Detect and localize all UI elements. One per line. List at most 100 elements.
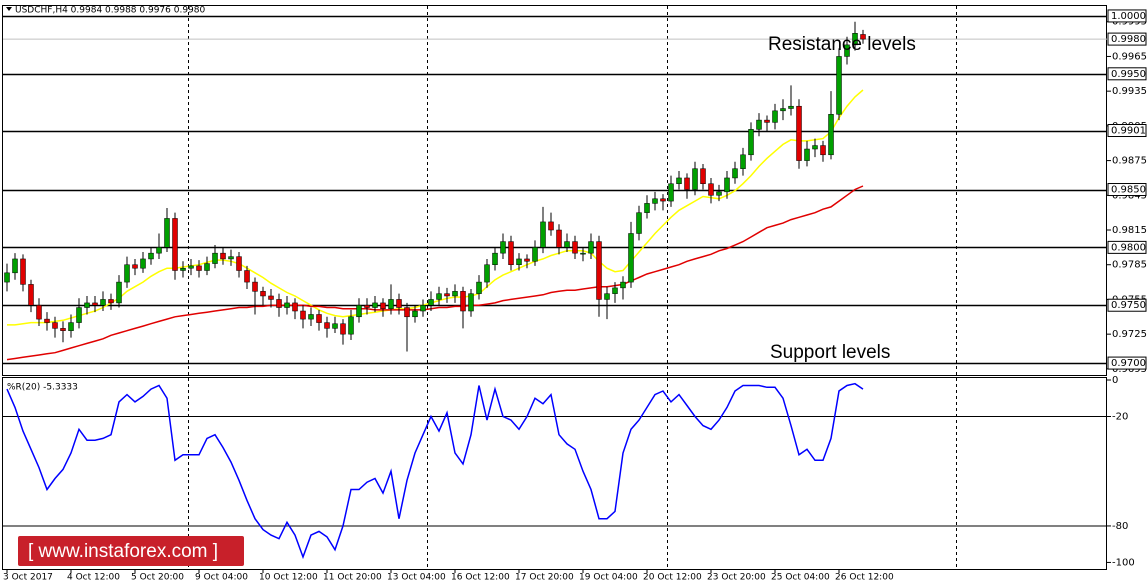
indicator-panel xyxy=(2,377,1107,570)
candle-body xyxy=(340,323,346,335)
candle-body xyxy=(124,264,130,283)
candle-body xyxy=(708,183,714,196)
current-price-label: 0.9980 xyxy=(1111,34,1146,45)
y-tick-label: 0.9815 xyxy=(1112,225,1147,236)
x-tick-label: 25 Oct 04:00 xyxy=(771,573,830,583)
candle-body xyxy=(580,252,586,255)
candle-body xyxy=(524,258,530,262)
candle-body xyxy=(612,287,618,294)
candle-body xyxy=(508,241,514,265)
annotation: Support levels xyxy=(770,342,890,363)
candle-body xyxy=(436,293,442,300)
candle-body xyxy=(492,252,498,265)
level-label: 0.9750 xyxy=(1111,300,1146,311)
candle-body xyxy=(132,264,138,269)
candle-body xyxy=(28,284,34,306)
level-label-box xyxy=(1107,67,1147,81)
x-tick-label: 17 Oct 20:00 xyxy=(515,573,574,583)
candle-body xyxy=(60,328,66,331)
x-tick-label: 9 Oct 04:00 xyxy=(195,573,248,583)
candle-body xyxy=(564,241,570,248)
candle-body xyxy=(428,299,434,306)
level-label: 0.9901 xyxy=(1111,126,1146,137)
candle-body xyxy=(532,247,538,262)
candle-body xyxy=(164,218,170,248)
candle-body xyxy=(628,233,634,283)
candle-body xyxy=(76,307,82,323)
candle-body xyxy=(700,168,706,184)
level-label-box xyxy=(1107,240,1147,254)
y-tick-label: 0.9875 xyxy=(1112,156,1147,167)
day-separators xyxy=(188,6,957,569)
candle-body xyxy=(772,110,778,123)
candle-body xyxy=(68,322,74,331)
candle-body xyxy=(268,295,274,300)
y-tick-label: -100 xyxy=(1112,557,1135,568)
candle-body xyxy=(220,252,226,260)
candle-body xyxy=(588,241,594,254)
level-label-box xyxy=(1107,124,1147,138)
candle-body xyxy=(180,267,186,271)
candle-body xyxy=(764,119,770,123)
candle-body xyxy=(604,293,610,300)
candle-body xyxy=(348,316,354,335)
candle-body xyxy=(252,281,258,292)
candle-body xyxy=(548,221,554,231)
x-tick-label: 3 Oct 2017 xyxy=(3,573,53,583)
x-tick-label: 23 Oct 20:00 xyxy=(707,573,766,583)
candle-body xyxy=(420,304,426,312)
candle-body xyxy=(748,129,754,156)
y-tick-label: 0.9785 xyxy=(1112,260,1147,271)
candle-body xyxy=(732,168,738,179)
y-tick-label: 0.9935 xyxy=(1112,86,1147,97)
candle-body xyxy=(116,281,122,304)
y-tick-label: 0.9965 xyxy=(1112,51,1147,62)
candle-body xyxy=(860,34,866,40)
candle-body xyxy=(412,310,418,318)
candle-body xyxy=(724,177,730,193)
candle-body xyxy=(828,114,834,156)
candle-body xyxy=(796,105,802,161)
current-price-box xyxy=(1107,32,1147,46)
level-label-box xyxy=(1107,298,1147,312)
candle-body xyxy=(636,212,642,234)
candle-body xyxy=(484,264,490,283)
candle-body xyxy=(244,270,250,283)
candle-body xyxy=(780,108,786,112)
candle-body xyxy=(364,304,370,308)
candle-body xyxy=(692,168,698,190)
candle-body xyxy=(20,258,26,285)
x-tick-label: 10 Oct 12:00 xyxy=(259,573,318,583)
candle-body xyxy=(556,229,562,248)
candle-body xyxy=(140,258,146,269)
candle-body xyxy=(404,307,410,318)
candle-body xyxy=(44,318,50,323)
y-tick-label: -20 xyxy=(1112,411,1128,422)
candle-body xyxy=(308,314,314,320)
candle-body xyxy=(148,252,154,260)
candle-body xyxy=(836,56,842,115)
x-tick-label: 26 Oct 12:00 xyxy=(835,573,894,583)
candle-body xyxy=(172,218,178,271)
candle-body xyxy=(332,323,338,329)
level-label: 0.9850 xyxy=(1111,185,1146,196)
x-tick-label: 4 Oct 12:00 xyxy=(67,573,120,583)
candle-body xyxy=(460,291,466,312)
level-label: 0.9950 xyxy=(1111,69,1146,80)
x-tick-label: 16 Oct 12:00 xyxy=(451,573,510,583)
x-tick-label: 20 Oct 12:00 xyxy=(643,573,702,583)
candle-body xyxy=(236,256,242,271)
level-label-box xyxy=(1107,9,1147,23)
candle-body xyxy=(36,304,42,320)
x-tick-label: 11 Oct 20:00 xyxy=(323,573,382,583)
candle-body xyxy=(276,299,282,308)
candle-body xyxy=(444,293,450,297)
candle-body xyxy=(388,299,394,309)
x-tick-label: 19 Oct 04:00 xyxy=(579,573,638,583)
level-label: 0.9800 xyxy=(1111,242,1146,253)
candle-body xyxy=(52,322,58,329)
candle-body xyxy=(844,44,850,57)
candle-body xyxy=(196,265,202,271)
